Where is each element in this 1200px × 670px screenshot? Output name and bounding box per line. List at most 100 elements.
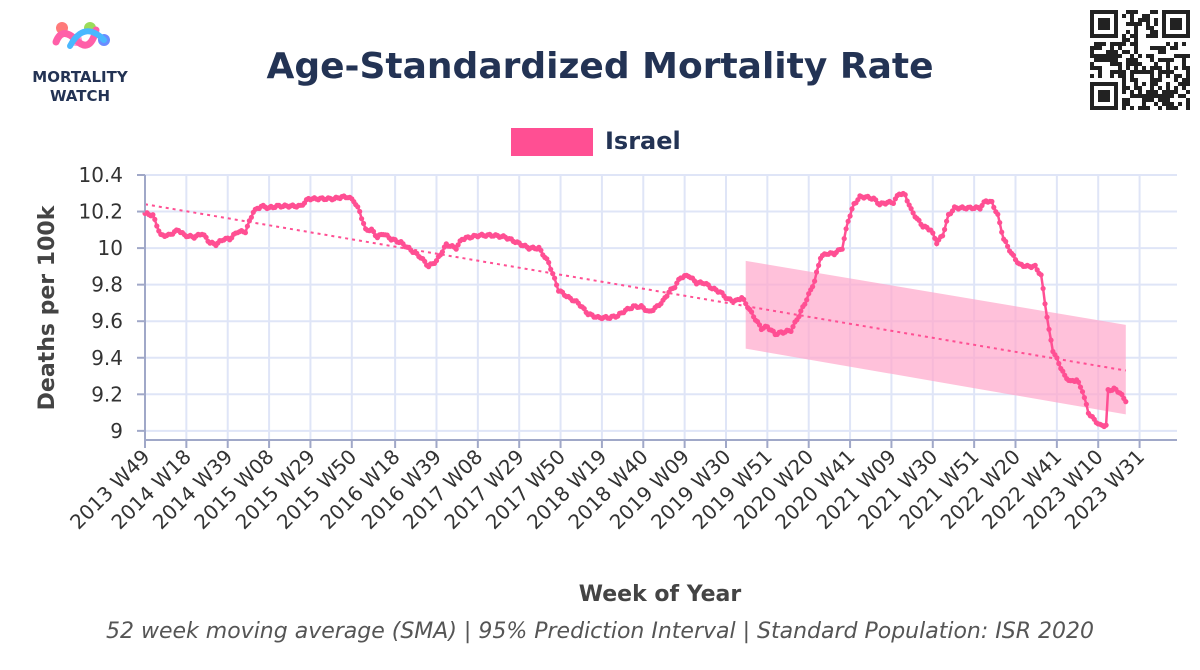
qr-module [1142, 102, 1146, 106]
qr-module [1126, 10, 1130, 14]
qr-module [1134, 26, 1138, 30]
qr-module [1166, 62, 1170, 66]
qr-module [1138, 22, 1142, 26]
data-point [150, 212, 156, 218]
qr-module [1134, 82, 1138, 86]
qr-module [1154, 18, 1158, 22]
qr-module [1186, 66, 1190, 70]
qr-module [1166, 74, 1170, 78]
data-point [995, 211, 1001, 217]
qr-module [1114, 58, 1118, 62]
qr-module [1158, 74, 1162, 78]
qr-module [1154, 46, 1158, 50]
data-point [154, 223, 160, 229]
qr-module [1186, 70, 1190, 74]
data-point [1123, 399, 1129, 405]
qr-module [1162, 102, 1166, 106]
qr-module [1174, 90, 1178, 94]
qr-module [1102, 42, 1106, 46]
qr-module [1150, 10, 1154, 14]
qr-module [1182, 66, 1186, 70]
qr-module [1114, 50, 1118, 54]
qr-module [1114, 62, 1118, 66]
data-point [812, 278, 818, 284]
data-point [944, 218, 950, 224]
data-point [804, 297, 810, 303]
data-point [796, 314, 802, 320]
data-point [538, 247, 544, 253]
qr-module [1166, 98, 1170, 102]
qr-module [1166, 106, 1170, 110]
qr-module [1142, 66, 1146, 70]
qr-module [1178, 94, 1182, 98]
qr-module [1090, 50, 1094, 54]
qr-module [1126, 30, 1130, 34]
data-point [455, 242, 461, 248]
y-tick-label: 9.8 [91, 273, 123, 297]
qr-module [1098, 54, 1102, 58]
data-point [546, 259, 552, 266]
data-point [932, 235, 938, 241]
qr-module [1182, 94, 1186, 98]
data-point [916, 217, 922, 223]
qr-module [1122, 70, 1126, 74]
data-point [949, 208, 956, 214]
data-point [940, 233, 946, 239]
qr-module [1146, 14, 1150, 18]
qr-module [1142, 94, 1146, 98]
qr-module [1122, 86, 1126, 90]
qr-module [1098, 70, 1102, 74]
qr-module [1126, 66, 1130, 70]
qr-module [1150, 82, 1154, 86]
qr-module [1138, 90, 1142, 94]
qr-module [1114, 54, 1118, 58]
qr-module [1122, 74, 1126, 78]
qr-module [1186, 74, 1190, 78]
qr-module [1162, 90, 1166, 94]
qr-module [1158, 50, 1162, 54]
qr-module [1118, 66, 1122, 70]
data-point [355, 204, 361, 210]
series-israel[interactable] [142, 190, 1129, 430]
qr-module [1134, 22, 1138, 26]
qr-module [1134, 66, 1138, 70]
qr-module [1110, 62, 1114, 66]
data-point [847, 213, 853, 219]
qr-module [1182, 58, 1186, 62]
legend-label-israel: Israel [605, 127, 681, 155]
qr-module [1186, 90, 1190, 94]
data-point [1048, 337, 1054, 343]
qr-module [1118, 62, 1122, 66]
data-point [1056, 360, 1062, 367]
qr-module [1150, 46, 1154, 50]
qr-module [1094, 66, 1098, 70]
data-point [439, 249, 445, 255]
qr-module [1146, 90, 1150, 94]
qr-module [1122, 98, 1126, 102]
qr-module [1134, 10, 1138, 14]
qr-module [1150, 74, 1154, 78]
qr-module [1130, 42, 1134, 46]
data-point [849, 206, 855, 212]
legend[interactable]: Israel [511, 127, 681, 156]
qr-module [1130, 94, 1134, 98]
qr-module [1150, 34, 1154, 38]
qr-module [1118, 46, 1122, 50]
prediction-interval-band [745, 260, 1126, 415]
qr-module [1110, 42, 1114, 46]
qr-module [1134, 78, 1138, 82]
data-point [1079, 389, 1086, 395]
qr-module [1166, 58, 1170, 62]
qr-module [1158, 66, 1162, 70]
qr-module [1130, 10, 1134, 14]
qr-module [1182, 42, 1186, 46]
qr-module [1142, 14, 1146, 18]
data-point [743, 301, 749, 307]
qr-module [1154, 34, 1158, 38]
data-point [550, 271, 556, 277]
qr-module [1130, 70, 1134, 74]
qr-module [1158, 70, 1162, 74]
data-point [1119, 391, 1125, 398]
qr-module [1166, 102, 1170, 106]
qr-module [1178, 82, 1182, 86]
